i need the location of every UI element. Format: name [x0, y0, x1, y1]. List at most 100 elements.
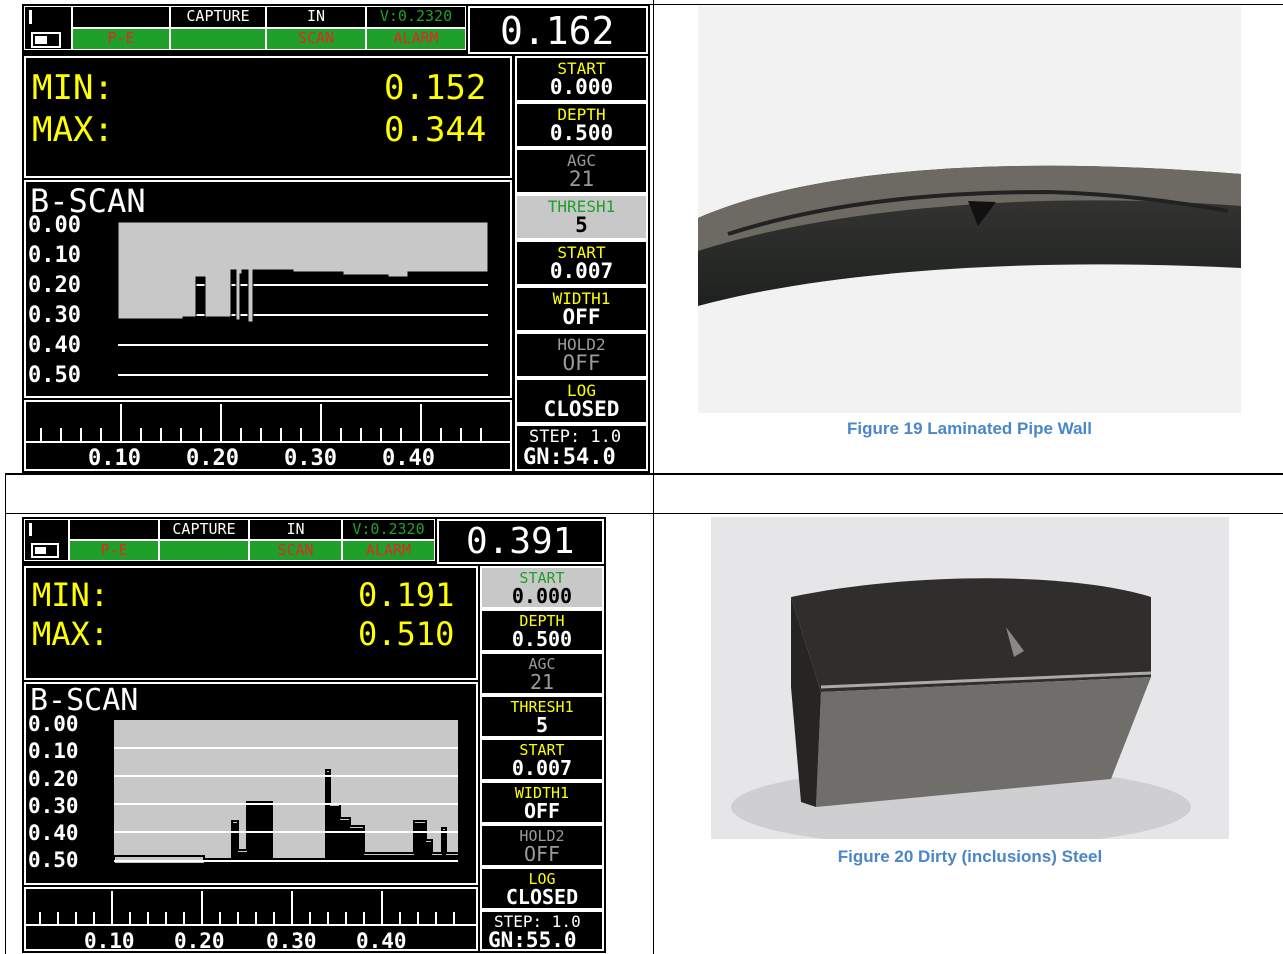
side-value: CLOSED — [505, 885, 579, 909]
side-label: DEPTH — [557, 105, 606, 124]
gain-readout: GN:55.0 — [488, 928, 577, 952]
side-value: 0.500 — [549, 121, 614, 145]
scale-ruler-2 — [26, 891, 476, 926]
table-rule-mid — [5, 473, 1283, 475]
depth-label: 0.30 — [28, 794, 79, 818]
depth-label: 0.50 — [28, 848, 79, 872]
header-capture: CAPTURE — [170, 6, 266, 28]
side-value: 21 — [568, 167, 595, 191]
depth-label: 0.20 — [28, 273, 81, 298]
side-label: START — [557, 59, 606, 78]
side-log[interactable]: LOG CLOSED — [480, 867, 604, 910]
side-thresh1[interactable]: THRESH1 5 — [515, 194, 648, 240]
bscan-profile — [114, 772, 458, 863]
side-label: AGC — [528, 655, 556, 673]
step-readout: STEP: 1.0 — [529, 427, 622, 447]
side-thresh1[interactable]: THRESH1 5 — [480, 695, 604, 738]
step-gain-box: STEP: 1.0 GN:55.0 — [480, 910, 604, 951]
side-value: 0.007 — [549, 259, 614, 283]
scale-label: 0.40 — [356, 929, 407, 953]
side-value: 5 — [575, 213, 588, 237]
max-value: 0.510 — [358, 615, 455, 653]
side-value: 0.007 — [511, 756, 573, 780]
depth-label: 0.00 — [28, 213, 81, 238]
side-depth[interactable]: DEPTH 0.500 — [515, 102, 648, 148]
battery-icon — [31, 543, 59, 558]
side-value: 21 — [529, 670, 555, 694]
side-value: 0.000 — [549, 75, 614, 99]
side-label: LOG — [528, 870, 556, 888]
depth-label: 0.10 — [28, 243, 81, 268]
side-label: START — [519, 741, 565, 759]
header-pe: P-E — [72, 28, 170, 50]
laminated-pipe-photo — [698, 6, 1241, 413]
step-readout: STEP: 1.0 — [494, 912, 581, 931]
side-depth[interactable]: DEPTH 0.500 — [480, 609, 604, 652]
side-label: WIDTH1 — [514, 784, 570, 802]
battery-cell — [24, 519, 69, 561]
side-label: HOLD2 — [519, 827, 565, 845]
side-hold2[interactable]: HOLD2 OFF — [480, 824, 604, 867]
scale-label: 0.20 — [186, 446, 239, 471]
side-start2[interactable]: START 0.007 — [515, 240, 648, 286]
side-label: LOG — [567, 381, 596, 400]
scale-box — [24, 887, 478, 951]
table-rule-left — [5, 475, 6, 954]
bscan-title: B-SCAN — [30, 182, 146, 220]
min-label: MIN: — [32, 576, 110, 614]
table-rule-vertical — [653, 0, 654, 954]
side-start[interactable]: START 0.000 — [480, 566, 604, 609]
side-label: THRESH1 — [510, 698, 574, 716]
header-cell-blank — [69, 519, 159, 540]
minmax-box — [24, 566, 478, 680]
side-label: THRESH1 — [547, 197, 616, 216]
depth-label: 0.10 — [28, 739, 79, 763]
side-value: OFF — [562, 351, 601, 375]
min-value: 0.152 — [384, 68, 487, 108]
min-label: MIN: — [32, 68, 114, 108]
min-value: 0.191 — [358, 576, 455, 614]
scale-label: 0.30 — [284, 446, 337, 471]
thickness-reading: 0.162 — [500, 9, 615, 53]
side-start2[interactable]: START 0.007 — [480, 738, 604, 781]
side-label: WIDTH1 — [552, 289, 611, 308]
scale-label: 0.40 — [382, 446, 435, 471]
header-alarm: ALARM — [342, 540, 435, 561]
header-cell-green — [170, 28, 266, 50]
gain-readout: GN:54.0 — [523, 445, 616, 470]
side-width1[interactable]: WIDTH1 OFF — [480, 781, 604, 824]
side-value: OFF — [523, 842, 561, 866]
bscan-profile — [118, 222, 488, 323]
side-width1[interactable]: WIDTH1 OFF — [515, 286, 648, 332]
thickness-reading-box — [468, 6, 648, 54]
minmax-box — [24, 56, 512, 178]
gauge-screen-1: CAPTURE IN V:0.2320 P-E SCAN ALARM 0.162… — [22, 4, 650, 473]
header-in: IN — [266, 6, 366, 28]
header-cell-green — [159, 540, 249, 561]
max-label: MAX: — [32, 615, 110, 653]
battery-cell — [24, 6, 72, 50]
header-velocity: V:0.2320 — [366, 6, 466, 28]
header-capture: CAPTURE — [159, 519, 249, 540]
side-label: HOLD2 — [557, 335, 606, 354]
side-label: DEPTH — [519, 612, 565, 630]
depth-label: 0.40 — [28, 333, 81, 358]
figure-20-caption: Figure 20 Dirty (inclusions) Steel — [837, 847, 1103, 866]
side-agc[interactable]: AGC 21 — [480, 652, 604, 695]
side-log[interactable]: LOG CLOSED — [515, 378, 648, 424]
header-in: IN — [249, 519, 342, 540]
step-gain-box: STEP: 1.0 GN:54.0 — [515, 424, 648, 471]
side-value: 0.500 — [511, 627, 573, 651]
battery-icon — [31, 32, 61, 48]
table-rule-top — [650, 4, 1283, 5]
bscan-plot-1 — [118, 222, 488, 376]
header-cell-blank — [72, 6, 170, 28]
side-hold2[interactable]: HOLD2 OFF — [515, 332, 648, 378]
depth-label: 0.50 — [28, 363, 81, 388]
header-scan: SCAN — [266, 28, 366, 50]
depth-label: 0.40 — [28, 821, 79, 845]
header-velocity: V:0.2320 — [342, 519, 435, 540]
side-start[interactable]: START 0.000 — [515, 56, 648, 102]
side-agc[interactable]: AGC 21 — [515, 148, 648, 194]
side-label: START — [519, 569, 565, 587]
